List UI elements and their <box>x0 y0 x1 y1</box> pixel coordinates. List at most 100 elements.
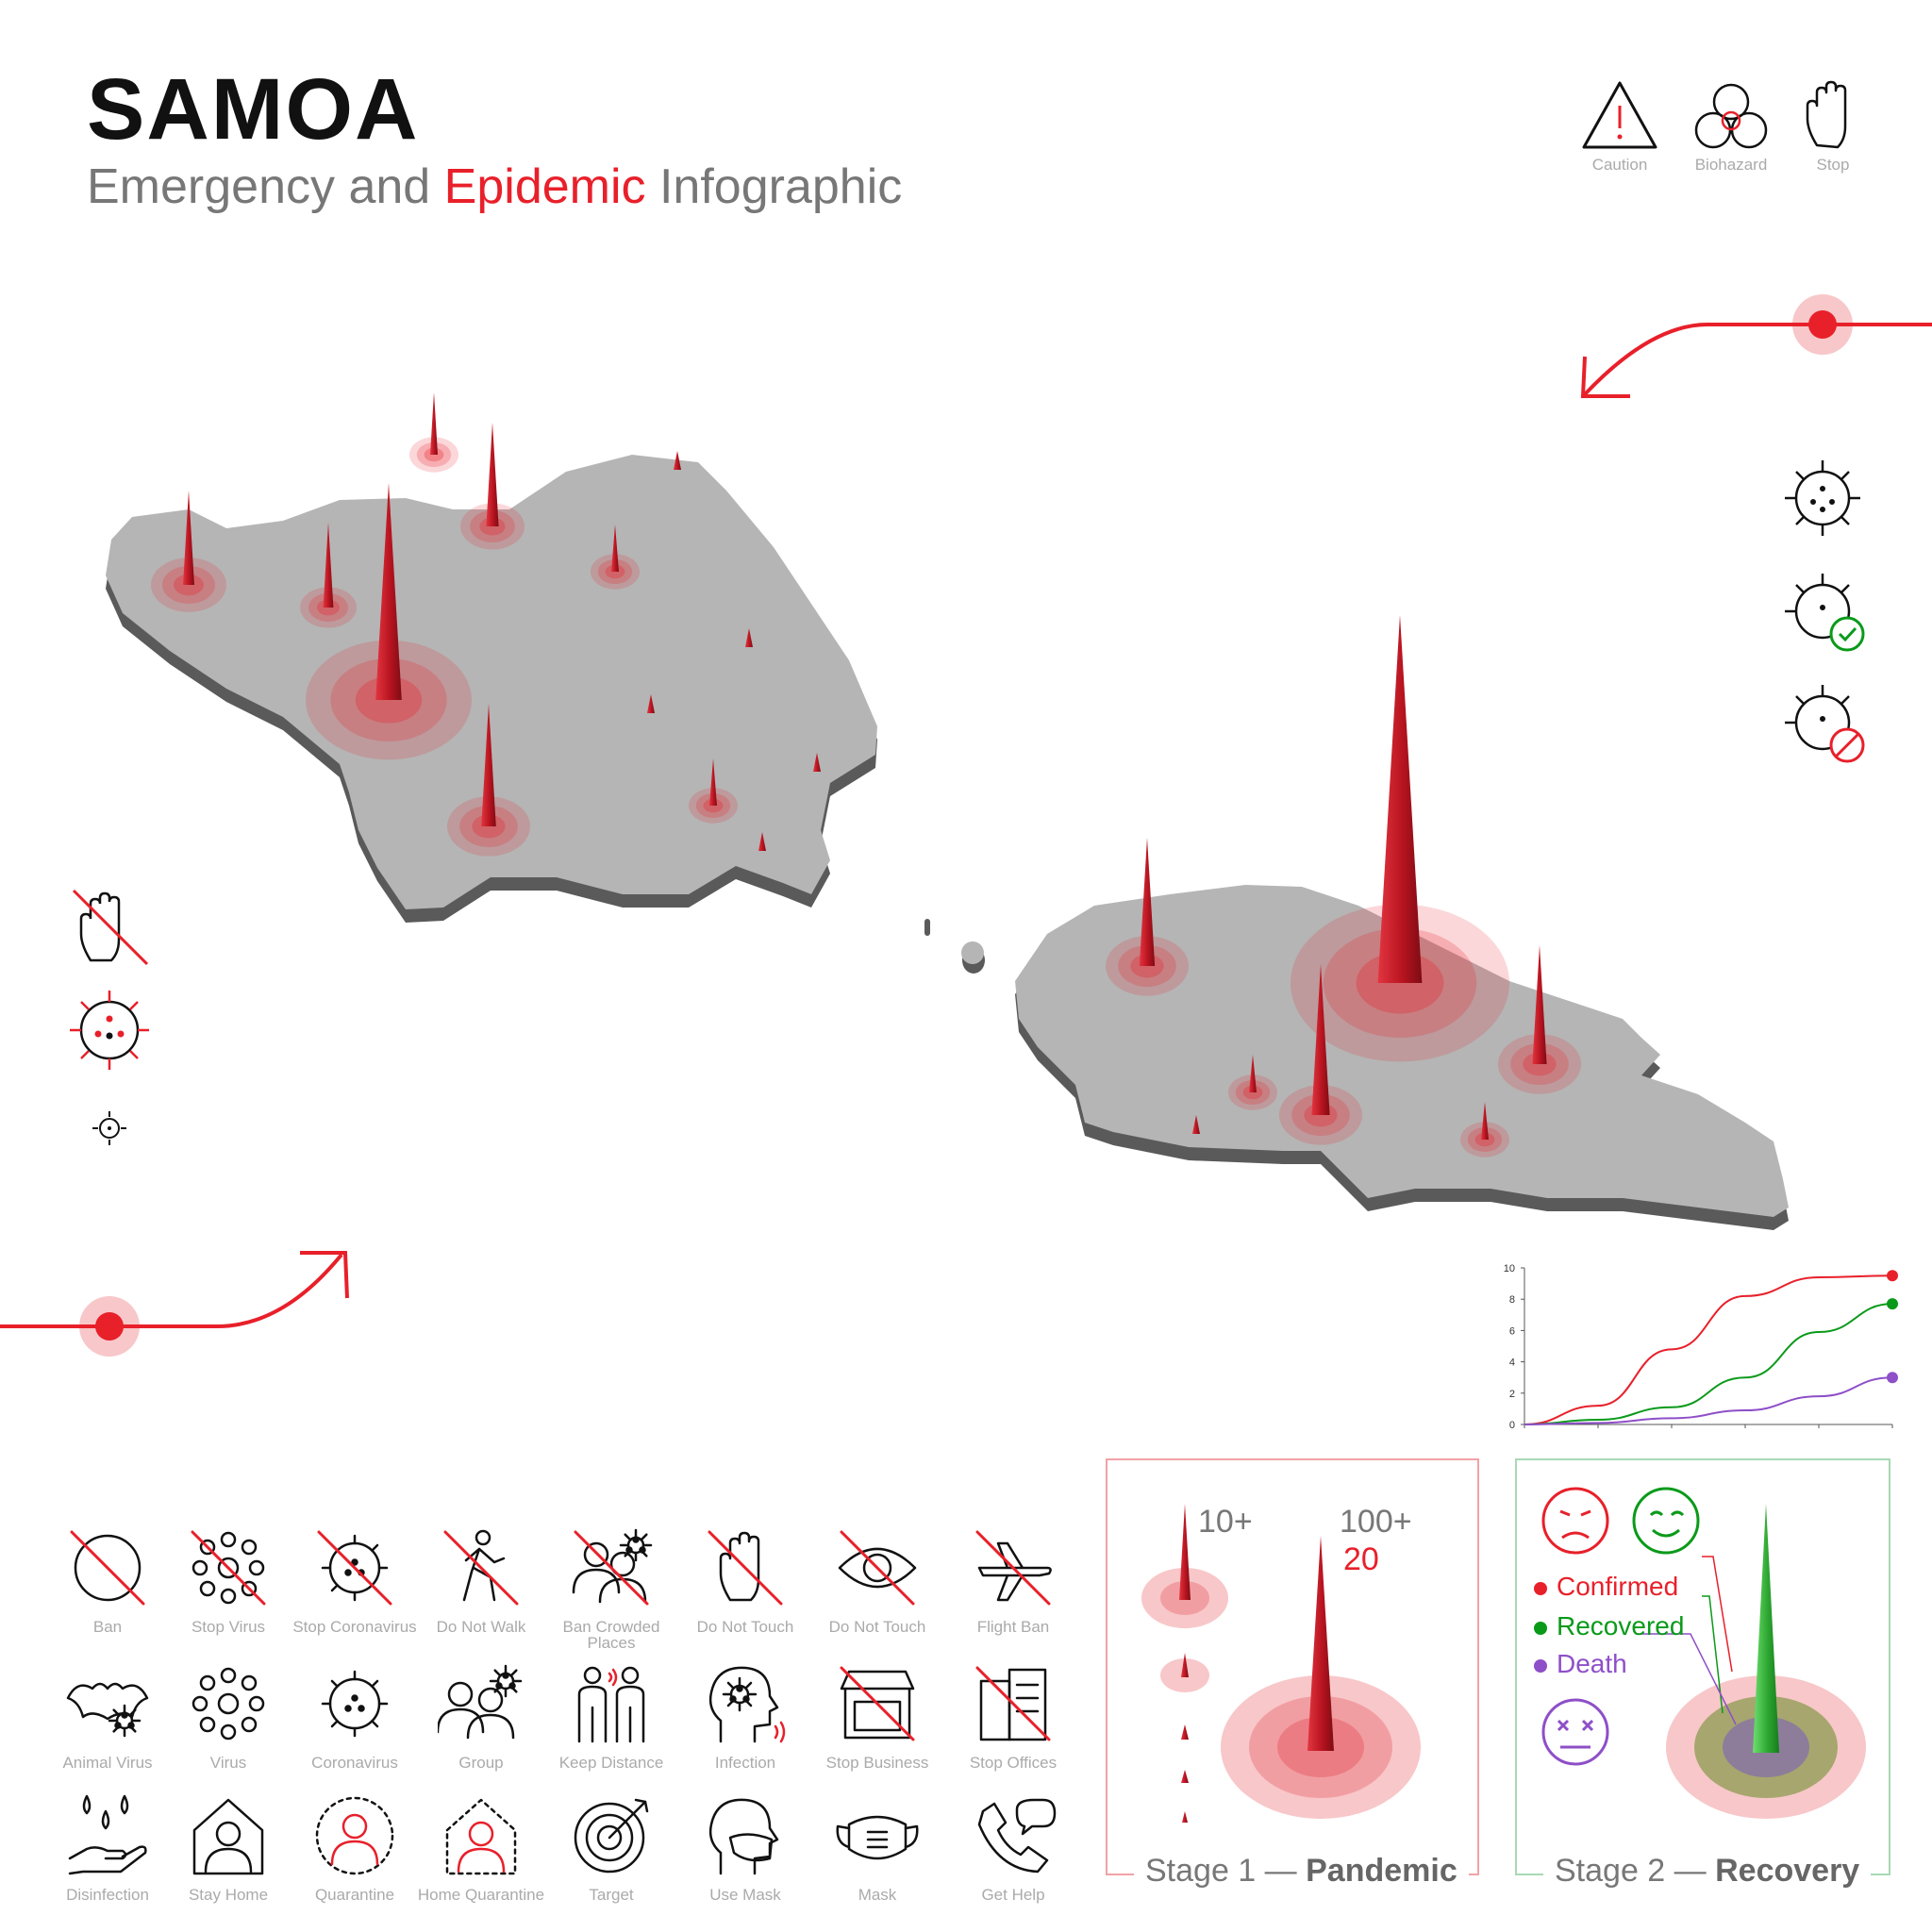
icon-grid-label: Stop Virus <box>191 1618 266 1636</box>
icon-grid-label: Stop Business <box>825 1754 929 1772</box>
stage1-small-label: 10+ <box>1198 1504 1253 1540</box>
legend-recovered-label: Recovered <box>1557 1611 1685 1641</box>
outbreak-spike <box>1228 1055 1277 1110</box>
icon-grid-label: Infection <box>714 1754 776 1772</box>
ban-icon <box>70 1530 145 1606</box>
spike-cone <box>1481 1102 1489 1140</box>
sad-face-icon <box>1541 1487 1609 1555</box>
icon-grid-label: Stay Home <box>188 1886 269 1904</box>
spike-cone <box>1311 964 1330 1115</box>
incoming-arrow-top <box>1580 294 1932 398</box>
icon-grid-item: Group <box>415 1660 547 1771</box>
animal-virus-icon <box>66 1682 149 1738</box>
icon-grid-label: Do Not Walk <box>436 1618 526 1636</box>
series-line <box>1524 1376 1893 1425</box>
icon-grid-item: Ban <box>42 1524 174 1635</box>
outbreak-spike <box>745 628 753 647</box>
spike-cone <box>647 694 655 713</box>
outbreak-spike <box>758 832 766 851</box>
icon-grid-item: Mask <box>811 1792 943 1903</box>
outbreak-spike <box>674 451 681 470</box>
biohazard-item: Biohazard <box>1679 77 1783 173</box>
stage2-caption-prefix: Stage 2 — <box>1555 1853 1707 1889</box>
stage1-caption: Stage 1 — Pandemic <box>1134 1853 1469 1890</box>
subtitle-part2: Infographic <box>658 159 903 214</box>
icon-grid-item: Keep Distance <box>545 1660 677 1771</box>
spike-cone <box>375 483 402 700</box>
icon-grid-label: Stop Coronavirus <box>292 1618 417 1636</box>
icon-grid-item: Flight Ban <box>947 1524 1079 1635</box>
outbreak-spike <box>447 704 530 857</box>
coronavirus-blocked-icon <box>1785 685 1865 763</box>
do-not-walk-icon <box>443 1529 519 1606</box>
stage1-caption-bold: Pandemic <box>1306 1853 1457 1889</box>
subtitle-part1: Emergency and <box>87 159 431 214</box>
cases-line-chart: 0 2 4 6 8 10 <box>1504 1263 1898 1431</box>
y-tick-label: 2 <box>1509 1389 1515 1400</box>
subtitle-highlight: Epidemic <box>443 159 646 214</box>
page-title: SAMOA <box>87 61 420 158</box>
icon-grid-label: Do Not Touch <box>696 1618 794 1636</box>
icon-grid-label: Stop Offices <box>969 1754 1058 1772</box>
stage2-caption-bold: Recovery <box>1715 1853 1860 1889</box>
spike-cone <box>481 704 496 826</box>
icon-grid-item: Animal Virus <box>42 1660 174 1771</box>
chart-series <box>1524 1270 1898 1425</box>
icon-grid-label: Coronavirus <box>311 1754 398 1772</box>
outbreak-spike <box>1291 615 1509 1062</box>
series-end-point <box>1887 1298 1898 1310</box>
spike-cone <box>674 451 681 470</box>
series-end-point <box>1887 1372 1898 1384</box>
outbreak-spikes <box>151 392 1581 1158</box>
stage1-large-label: 100+ <box>1340 1504 1412 1540</box>
icon-grid-label: Flight Ban <box>976 1618 1050 1636</box>
outbreak-spike <box>1106 838 1189 996</box>
stop-item: Stop <box>1781 77 1885 173</box>
upolu-island <box>1015 885 1789 1230</box>
icon-grid-item: Target <box>545 1792 677 1903</box>
dead-face-icon <box>1541 1698 1609 1766</box>
icon-grid-label: Get Help <box>981 1886 1045 1904</box>
flight-ban-icon <box>975 1530 1052 1606</box>
icon-grid-item: Get Help <box>947 1792 1079 1903</box>
spike-cone <box>1139 838 1156 966</box>
legend-confirmed-label: Confirmed <box>1557 1572 1679 1601</box>
stop-virus-icon <box>191 1530 266 1606</box>
stage1-large-value: 20 <box>1343 1541 1379 1577</box>
stop-label: Stop <box>1816 156 1850 174</box>
outbreak-spike <box>1460 1102 1509 1158</box>
icon-grid-item: Infection <box>679 1660 811 1771</box>
series-end-point <box>1887 1270 1898 1282</box>
icon-grid-item: Use Mask <box>679 1792 811 1903</box>
spike-cone <box>1532 945 1547 1064</box>
icon-grid-item: Stop Virus <box>162 1524 294 1635</box>
outbreak-spike <box>460 423 525 550</box>
icon-grid-item: Stop Coronavirus <box>289 1524 421 1635</box>
icon-grid-label: Animal Virus <box>62 1754 153 1772</box>
page-subtitle: Emergency and Epidemic Infographic <box>87 159 903 214</box>
stop-hand-icon <box>1806 80 1847 149</box>
stage1-panel <box>1106 1458 1479 1875</box>
icon-grid-item: Do Not Touch <box>679 1524 811 1635</box>
virus-icon <box>192 1667 265 1740</box>
outbreak-spike <box>409 392 458 473</box>
caution-icon <box>1582 81 1657 149</box>
spike-cone <box>709 758 717 806</box>
recovered-dot <box>1534 1621 1547 1635</box>
spike-cone <box>1377 615 1423 983</box>
no-touch-hand-icon <box>72 889 149 966</box>
icon-grid-item: Stop Offices <box>947 1660 1079 1771</box>
spike-cone <box>183 491 194 585</box>
icon-grid-item: Quarantine <box>289 1792 421 1903</box>
stage1-levels <box>1141 1504 1421 1823</box>
disinfection-icon <box>68 1794 147 1875</box>
icon-grid-item: Do Not Walk <box>415 1524 547 1635</box>
chart-axes: 0 2 4 6 8 10 <box>1504 1263 1893 1431</box>
icon-grid-label: Disinfection <box>66 1886 149 1904</box>
savaii-island <box>106 455 877 923</box>
y-tick-label: 8 <box>1509 1294 1515 1306</box>
confirmed-dot <box>1534 1581 1547 1595</box>
stage2-panel <box>1515 1458 1890 1875</box>
stop-offices-icon <box>975 1666 1051 1741</box>
spike-cone <box>813 753 821 772</box>
